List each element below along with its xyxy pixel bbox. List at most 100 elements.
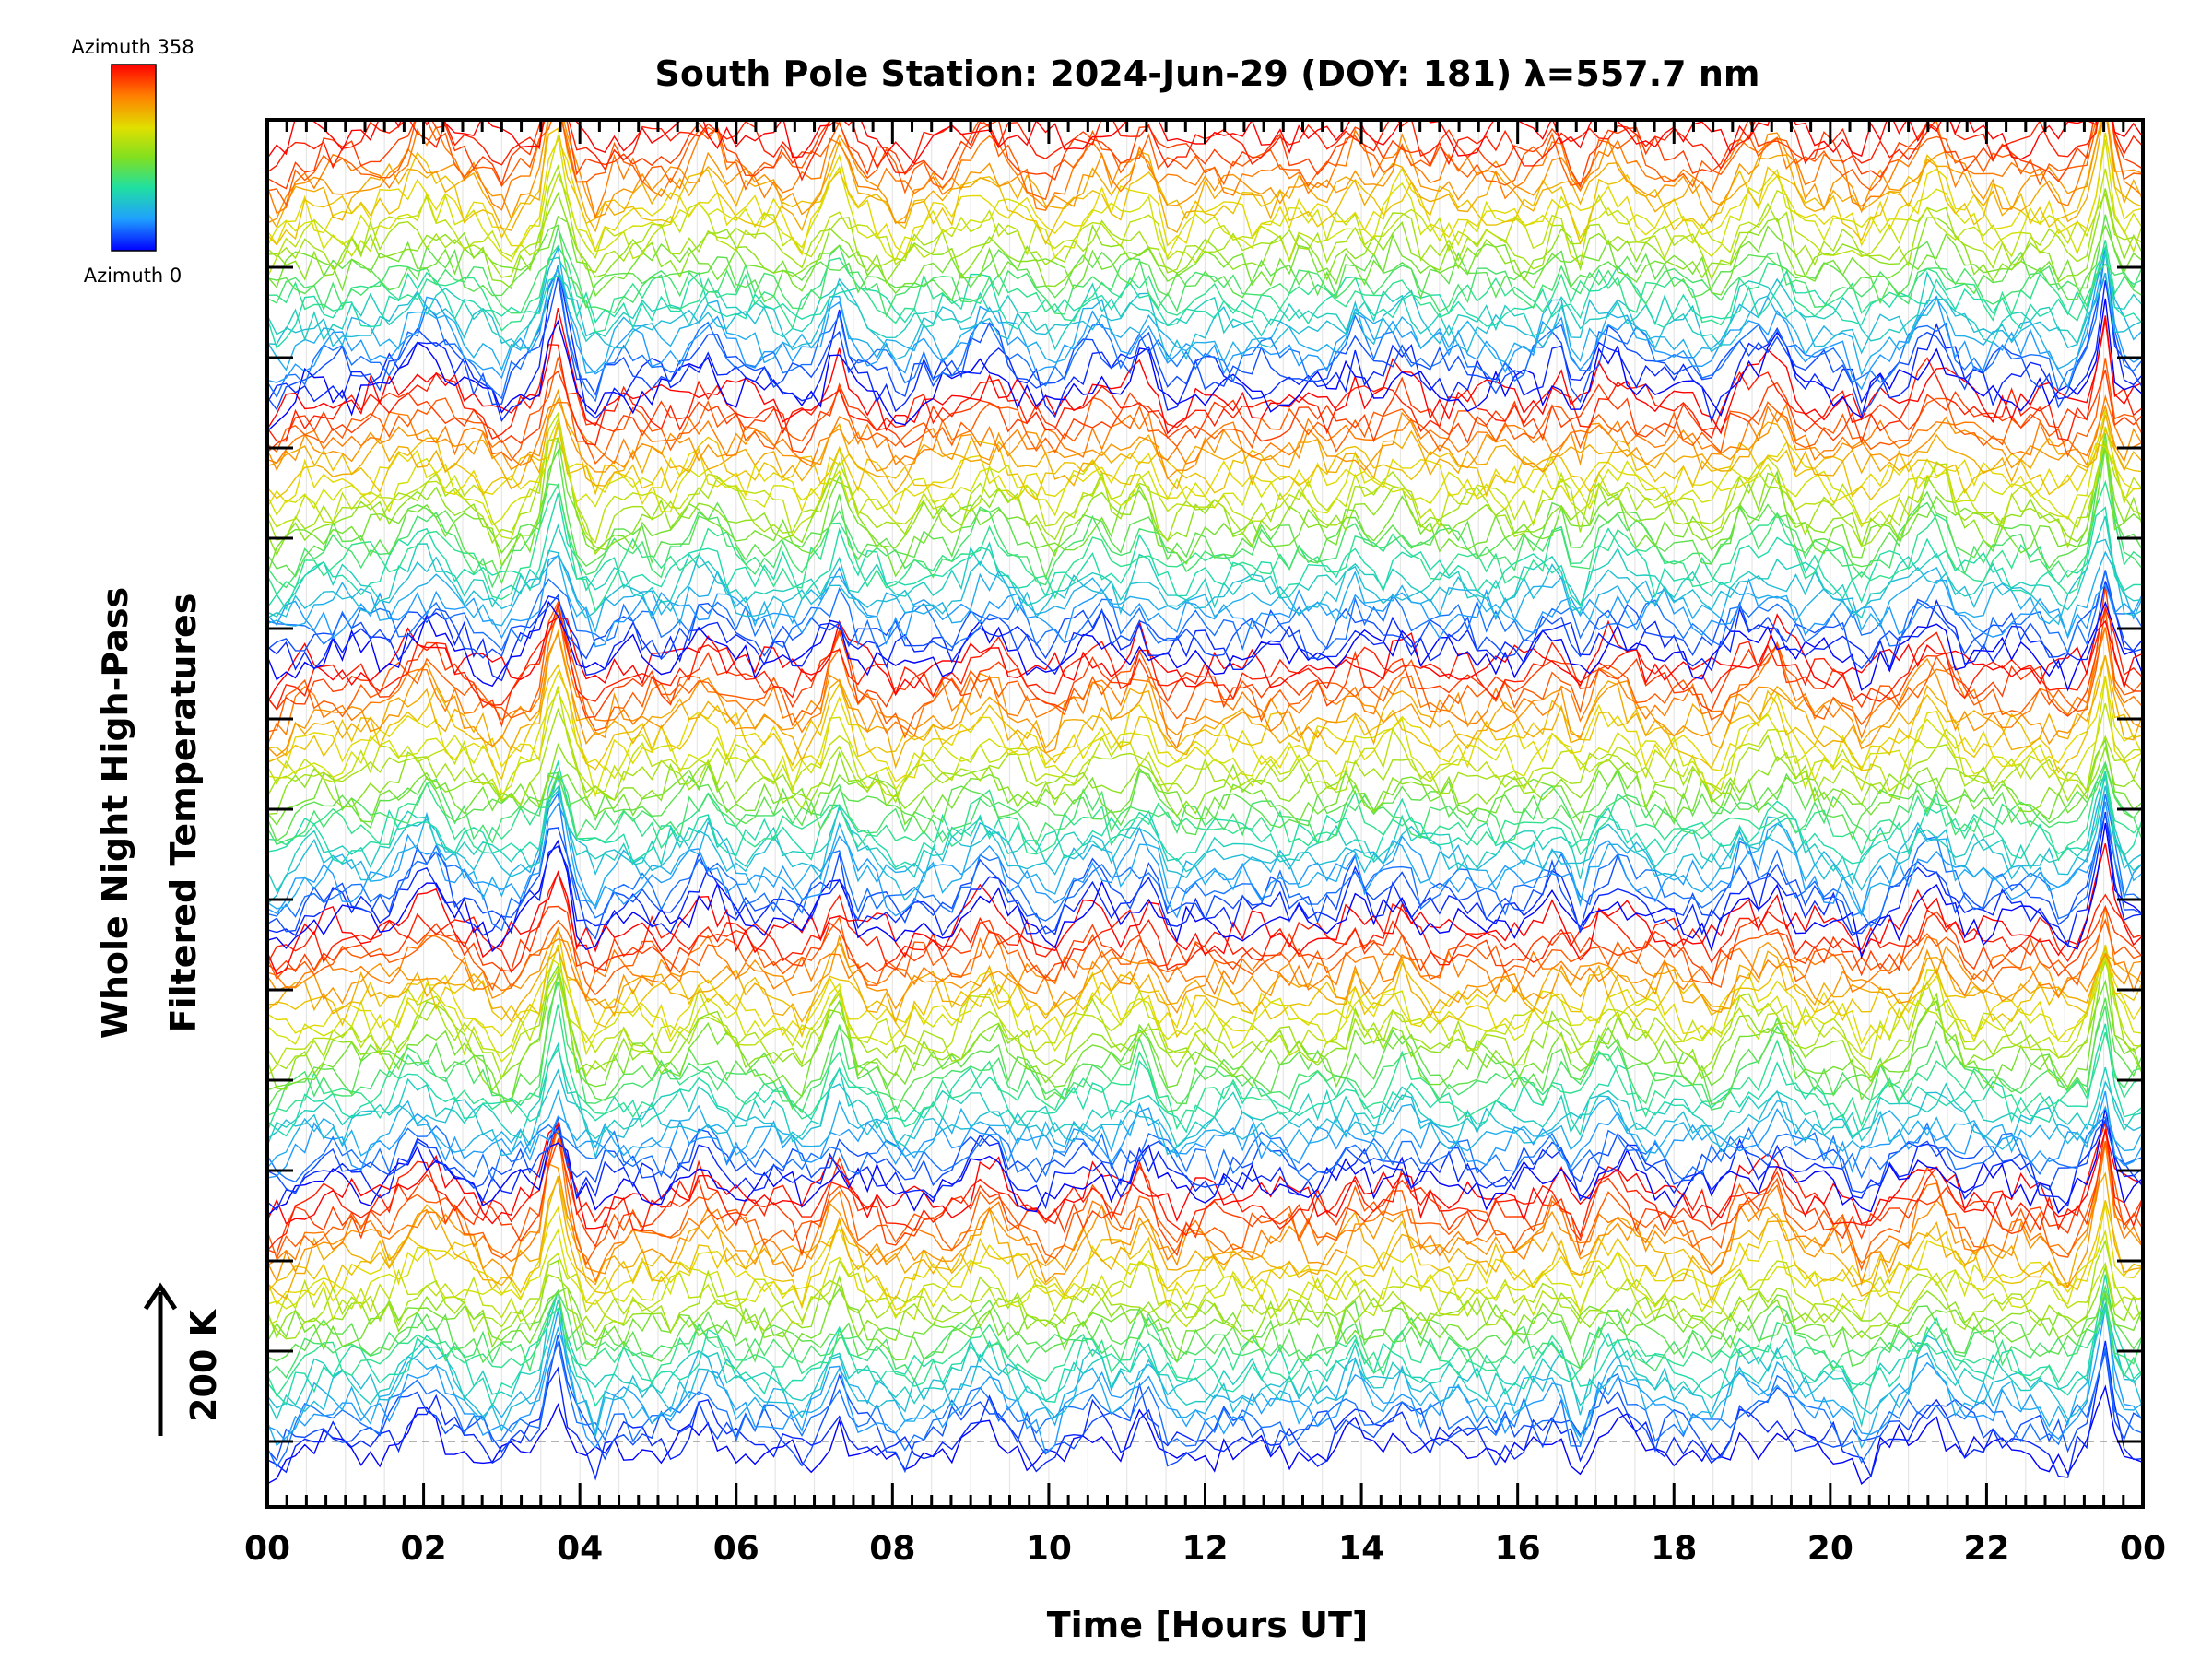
temperature-trace	[267, 1284, 2143, 1371]
temperature-trace	[267, 760, 2143, 846]
x-tick-label: 04	[557, 1530, 603, 1568]
temperature-trace	[267, 1252, 2143, 1328]
temperature-trace	[267, 515, 2143, 619]
temperature-trace	[267, 772, 2143, 862]
chart-title: South Pole Station: 2024-Jun-29 (DOY: 18…	[655, 53, 1760, 94]
y-axis-label-line2: Filtered Temperatures	[163, 594, 204, 1033]
temperature-trace	[267, 308, 2143, 435]
x-tick-label: 02	[401, 1530, 447, 1568]
temperature-trace	[267, 771, 2143, 893]
temperature-trace	[267, 164, 2143, 281]
colorbar-top-label: Azimuth 358	[71, 36, 194, 58]
temperature-trace	[267, 440, 2143, 568]
temperature-trace	[267, 320, 2143, 446]
temperature-trace	[267, 1068, 2143, 1159]
x-tick-label: 00	[2120, 1530, 2166, 1568]
temperature-trace	[267, 585, 2143, 728]
temperature-trace	[267, 538, 2143, 626]
temperature-trace	[267, 1107, 2143, 1217]
scale-bar-label: 200 K	[183, 1308, 224, 1422]
temperature-trace	[267, 479, 2143, 613]
temperature-trace	[267, 250, 2143, 351]
temperature-trace	[267, 1175, 2143, 1310]
temperature-trace	[267, 265, 2143, 362]
temperature-trace	[267, 613, 2143, 703]
temperature-trace	[267, 871, 2143, 973]
temperature-trace	[267, 600, 2143, 739]
temperature-trace	[267, 135, 2143, 263]
temperature-trace	[267, 571, 2143, 654]
temperature-trace	[267, 555, 2143, 648]
temperature-trace	[267, 443, 2143, 589]
temperature-trace	[267, 1286, 2143, 1364]
temperature-trace	[267, 707, 2143, 810]
temperature-trace	[267, 1123, 2143, 1230]
temperature-trace	[267, 907, 2143, 1000]
temperature-trace	[267, 944, 2143, 1045]
temperature-trace	[267, 792, 2143, 932]
colorbar-gradient	[111, 64, 157, 252]
x-axis-label: Time [Hours UT]	[1047, 1605, 1369, 1645]
temperature-trace	[267, 493, 2143, 611]
scale-bar-arrow-head	[143, 1282, 178, 1311]
temperature-trace	[267, 654, 2143, 781]
temperature-trace	[267, 1128, 2143, 1257]
temperature-trace	[267, 1290, 2143, 1450]
temperature-trace	[267, 240, 2143, 334]
colorbar-bottom-label: Azimuth 0	[84, 265, 182, 287]
x-tick-labels: 00 02 04 06 08 10 12 14 16 18 20 22 00	[244, 1530, 2166, 1568]
temperature-trace	[267, 432, 2143, 585]
temperature-trace	[267, 774, 2143, 917]
x-tick-label: 00	[244, 1530, 290, 1568]
temperature-trace	[267, 1239, 2143, 1340]
x-tick-label: 18	[1651, 1530, 1697, 1568]
temperature-trace	[267, 1335, 2143, 1474]
x-tick-label: 22	[1963, 1530, 2009, 1568]
temperature-trace	[267, 1090, 2143, 1179]
x-tick-label: 08	[869, 1530, 915, 1568]
temperature-trace	[267, 120, 2143, 206]
temperature-trace	[267, 411, 2143, 544]
temperature-trace	[267, 738, 2143, 827]
temperature-trace	[267, 1004, 2143, 1132]
temperature-trace	[267, 1204, 2143, 1311]
temperature-trace	[267, 1041, 2143, 1147]
temperature-trace	[267, 801, 2143, 919]
temperature-trace	[267, 1116, 2143, 1183]
temperature-trace	[267, 397, 2143, 494]
temperature-trace	[267, 629, 2143, 770]
temperature-trace	[267, 627, 2143, 758]
temperature-trace	[267, 168, 2143, 278]
temperature-trace	[267, 247, 2143, 391]
temperature-trace	[267, 357, 2143, 465]
x-tick-label: 16	[1495, 1530, 1541, 1568]
temperature-trace	[267, 1121, 2143, 1252]
temperature-trace	[267, 941, 2143, 1025]
temperature-trace	[267, 298, 2143, 432]
temperature-trace	[267, 1290, 2143, 1440]
colorbar: Azimuth 358 Azimuth 0	[71, 36, 194, 287]
x-tick-label: 10	[1026, 1530, 1072, 1568]
temperature-trace	[267, 214, 2143, 310]
x-tick-label: 06	[713, 1530, 759, 1568]
temperature-trace	[267, 600, 2143, 692]
temperature-trace	[267, 244, 2143, 349]
temperature-trace	[267, 963, 2143, 1103]
temperature-trace	[267, 120, 2143, 246]
temperature-trace	[267, 250, 2143, 403]
temperature-trace	[267, 934, 2143, 1014]
temperature-trace	[267, 670, 2143, 782]
axis-ticks	[265, 120, 2145, 1507]
temperature-trace	[267, 915, 2143, 996]
temperature-trace	[267, 570, 2143, 670]
temperature-trace	[267, 369, 2143, 453]
temperature-trace	[267, 426, 2143, 516]
temperature-trace	[267, 1128, 2143, 1283]
temperature-trace	[267, 1122, 2143, 1272]
temperature-trace	[267, 1300, 2143, 1428]
temperature-trace	[267, 120, 2143, 233]
temperature-trace	[267, 388, 2143, 480]
temperature-trace	[267, 945, 2143, 1091]
temperature-trace	[267, 1290, 2143, 1382]
